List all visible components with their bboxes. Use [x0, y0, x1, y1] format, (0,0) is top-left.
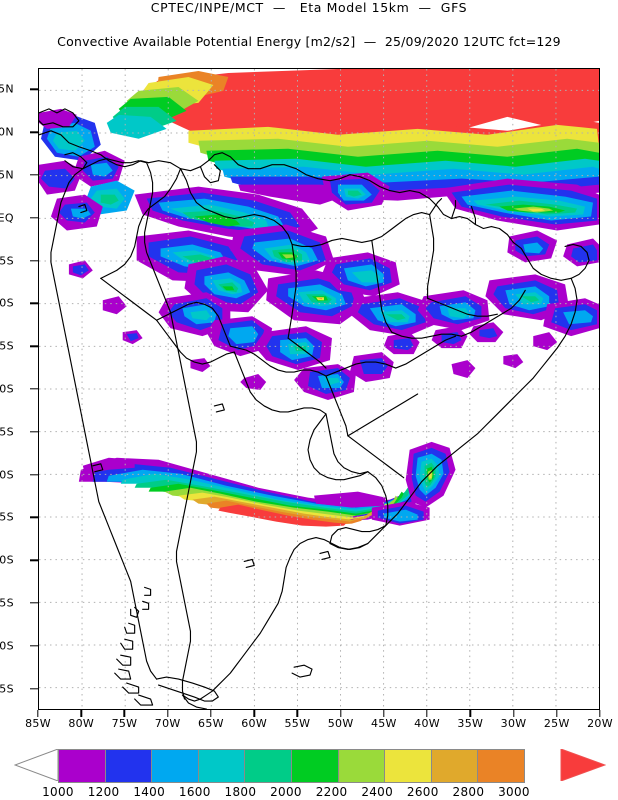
x-axis-label: 20W	[587, 717, 613, 730]
map-canvas	[39, 69, 599, 709]
y-axis-label: 55S	[0, 682, 14, 696]
colorbar-band	[59, 750, 106, 782]
y-axis-label: 5S	[0, 254, 14, 268]
colorbar-under-arrow	[14, 749, 59, 781]
colorbar-tick-label: 2000	[270, 785, 302, 799]
colorbar: 1000 1200 1400 1600 1800 2000 2200 2400 2600 2800…	[0, 745, 618, 800]
x-axis-tick	[556, 710, 558, 717]
map-gridlines	[39, 69, 599, 709]
y-axis-label: EQ	[0, 211, 14, 225]
x-axis-label: 30W	[500, 717, 527, 730]
colorbar-band	[338, 750, 386, 782]
x-axis-tick	[339, 710, 342, 717]
colorbar-tick-label: 1800	[224, 785, 257, 799]
colorbar-tick-label: 1400	[133, 785, 166, 799]
y-axis-tick	[30, 217, 38, 219]
y-axis-label: 25S	[0, 425, 14, 439]
x-axis-tick	[166, 710, 169, 717]
y-axis-tick	[30, 559, 38, 561]
y-axis-tick	[30, 473, 38, 476]
y-axis-label: 15S	[0, 339, 14, 353]
y-axis-tick	[30, 345, 38, 347]
colorbar-tick-label: 3000	[498, 785, 530, 799]
y-axis-label: 15N	[0, 82, 14, 96]
cape-shading-layer	[39, 69, 599, 527]
y-axis-label: 50S	[0, 639, 14, 653]
colorbar-tick-label: 2400	[361, 785, 394, 799]
colorbar-tick-label: 2600	[406, 785, 439, 799]
colorbar-band	[478, 750, 524, 782]
map-plot-area	[38, 68, 600, 710]
x-axis-tick	[253, 710, 255, 717]
colorbar-bands	[58, 749, 525, 783]
colorbar-band	[291, 750, 339, 782]
x-axis-label: 75W	[111, 717, 138, 730]
x-axis-tick	[37, 710, 39, 717]
x-axis-tick	[296, 710, 299, 717]
x-axis-label: 50W	[327, 717, 354, 730]
y-axis-tick	[30, 388, 38, 390]
coastline-layer	[39, 108, 590, 709]
x-axis-tick	[80, 710, 82, 717]
y-axis-tick	[30, 259, 38, 262]
y-axis-label: 5N	[0, 168, 14, 182]
colorbar-tick-label: 1600	[178, 785, 211, 799]
y-axis-tick	[30, 131, 38, 133]
y-axis-label: 10N	[0, 125, 14, 139]
page-title: CPTEC/INPE/MCT — Eta Model 15km — GFS	[150, 0, 468, 15]
x-axis-label: 55W	[284, 717, 311, 730]
x-axis-label: 40W	[414, 717, 440, 730]
y-axis-tick	[30, 431, 38, 433]
y-axis-tick	[30, 174, 38, 176]
x-axis-tick	[123, 710, 126, 717]
map-svg	[39, 69, 599, 709]
y-axis-label: 35S	[0, 510, 14, 524]
colorbar-band	[385, 750, 432, 782]
x-axis-label: 80W	[68, 717, 95, 730]
colorbar-band	[431, 750, 479, 782]
colorbar-tick-label: 2800	[452, 785, 485, 799]
x-axis-label: 45W	[370, 717, 397, 730]
x-axis-label: 65W	[198, 717, 224, 730]
x-axis-label: 60W	[241, 717, 268, 730]
y-axis-tick	[30, 516, 38, 519]
y-axis-label: 30S	[0, 468, 14, 482]
colorbar-tick-label: 1200	[87, 785, 120, 799]
y-axis-tick	[30, 302, 38, 305]
colorbar-tick-label: 1000	[42, 785, 74, 799]
x-axis-tick	[469, 710, 471, 717]
x-axis-tick	[599, 710, 601, 717]
x-axis-label: 25W	[543, 717, 570, 730]
colorbar-band	[105, 750, 153, 782]
colorbar-band	[245, 750, 292, 782]
y-axis-label: 40S	[0, 553, 14, 567]
y-axis-tick	[30, 645, 38, 647]
x-axis-tick	[210, 710, 212, 717]
y-axis-label: 10S	[0, 296, 14, 310]
y-axis-tick	[30, 88, 38, 91]
colorbar-tick-label: 2200	[315, 785, 348, 799]
x-axis-label: 70W	[154, 717, 181, 730]
x-axis-tick	[426, 710, 428, 717]
y-axis-tick	[30, 687, 38, 690]
y-axis-tick	[30, 602, 38, 604]
y-axis-label: 20S	[0, 382, 14, 396]
y-axis-label: 45S	[0, 596, 14, 610]
x-axis-tick	[512, 710, 515, 717]
colorbar-band	[152, 750, 199, 782]
x-axis-tick	[383, 710, 385, 717]
x-axis-label: 85W	[25, 717, 51, 730]
colorbar-over-arrow	[560, 749, 606, 781]
colorbar-band	[198, 750, 246, 782]
x-axis-label: 35W	[457, 717, 484, 730]
page-subtitle: Convective Available Potential Energy [m…	[57, 34, 561, 49]
